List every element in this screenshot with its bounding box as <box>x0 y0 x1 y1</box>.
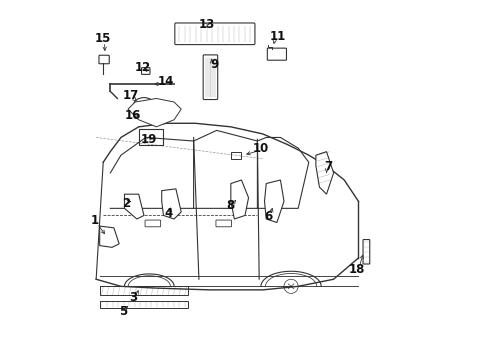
FancyBboxPatch shape <box>175 23 255 45</box>
FancyBboxPatch shape <box>139 129 164 145</box>
Text: 3: 3 <box>129 291 137 304</box>
Text: 8: 8 <box>227 199 235 212</box>
Text: 11: 11 <box>270 30 286 43</box>
Text: 2: 2 <box>122 197 130 210</box>
Text: 17: 17 <box>122 89 139 102</box>
Text: 12: 12 <box>135 61 151 74</box>
FancyBboxPatch shape <box>142 68 150 75</box>
FancyBboxPatch shape <box>203 55 218 100</box>
Polygon shape <box>124 194 144 219</box>
FancyBboxPatch shape <box>268 48 287 60</box>
Text: 14: 14 <box>158 75 174 88</box>
Text: 1: 1 <box>90 214 98 227</box>
Polygon shape <box>162 189 181 219</box>
Text: 6: 6 <box>264 210 272 222</box>
Text: 13: 13 <box>199 18 215 31</box>
FancyBboxPatch shape <box>99 55 109 64</box>
Text: 9: 9 <box>211 58 219 71</box>
Polygon shape <box>316 152 334 194</box>
Text: 4: 4 <box>165 207 173 220</box>
Text: 10: 10 <box>253 141 269 154</box>
Polygon shape <box>231 180 248 219</box>
Text: 18: 18 <box>348 263 365 276</box>
FancyBboxPatch shape <box>145 220 161 227</box>
Text: 16: 16 <box>125 109 142 122</box>
Text: 19: 19 <box>141 133 157 146</box>
Polygon shape <box>265 180 284 222</box>
Text: 7: 7 <box>324 160 332 173</box>
FancyBboxPatch shape <box>99 286 188 295</box>
Text: 15: 15 <box>95 32 111 45</box>
Polygon shape <box>99 226 119 247</box>
Text: 5: 5 <box>119 305 127 318</box>
FancyBboxPatch shape <box>99 301 188 307</box>
Polygon shape <box>128 99 181 127</box>
FancyBboxPatch shape <box>363 239 370 264</box>
FancyBboxPatch shape <box>231 152 242 159</box>
FancyBboxPatch shape <box>216 220 232 227</box>
